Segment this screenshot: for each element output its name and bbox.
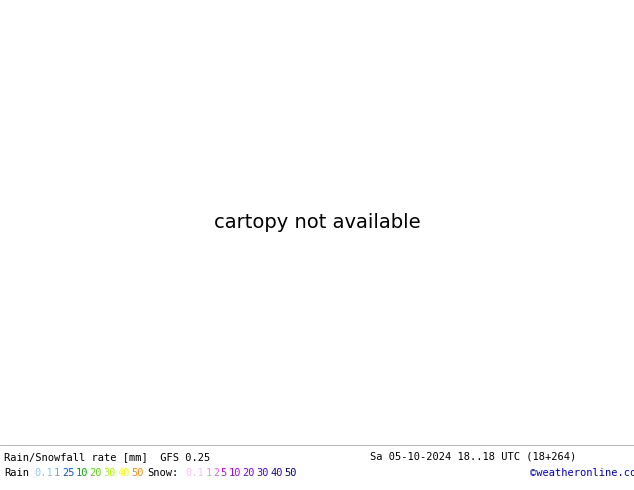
Text: 20: 20 [242,468,255,478]
Text: ©weatheronline.co.uk: ©weatheronline.co.uk [530,468,634,478]
Text: 40: 40 [270,468,283,478]
Text: Rain/Snowfall rate [mm]  GFS 0.25: Rain/Snowfall rate [mm] GFS 0.25 [4,452,210,462]
Text: Snow:: Snow: [147,468,178,478]
Text: 50: 50 [284,468,297,478]
Text: 30: 30 [103,468,116,478]
Text: Sa 05-10-2024 18..18 UTC (18+264): Sa 05-10-2024 18..18 UTC (18+264) [370,452,576,462]
Text: 1: 1 [54,468,60,478]
Text: 10: 10 [75,468,88,478]
Text: 2: 2 [213,468,219,478]
Text: 30: 30 [256,468,269,478]
Text: 40: 40 [117,468,130,478]
Text: 1: 1 [205,468,212,478]
Text: 0.1: 0.1 [185,468,204,478]
Text: 25: 25 [61,468,74,478]
Text: Rain: Rain [4,468,29,478]
Text: cartopy not available: cartopy not available [214,213,420,232]
Text: 10: 10 [228,468,241,478]
Text: 0.1: 0.1 [34,468,53,478]
Text: 5: 5 [221,468,227,478]
Text: 50: 50 [131,468,144,478]
Text: 20: 20 [89,468,102,478]
